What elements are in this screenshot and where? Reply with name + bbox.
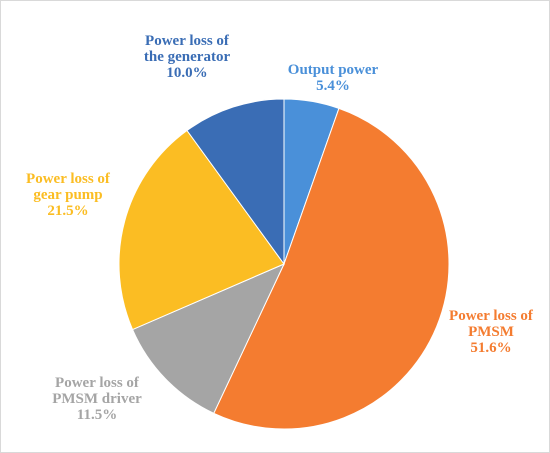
- slice-label-line: 5.4%: [316, 78, 350, 94]
- slice-label-line: Power loss of: [449, 308, 534, 324]
- slices-layer: [118, 98, 450, 430]
- pie-slice-power-loss-of-pmsm-driver: [131, 263, 286, 414]
- pie-slice-power-loss-of-the-generator: [186, 98, 285, 266]
- slice-label-line: PMSM driver: [52, 391, 142, 407]
- slice-label-line: 21.5%: [47, 203, 88, 219]
- pie-slice-power-loss-of-gear-pump: [118, 129, 285, 331]
- slice-label-output-power: Output power 5.4%: [288, 62, 379, 94]
- slice-label-power-loss-of-the-generator: Power loss of the generator 10.0%: [144, 33, 231, 81]
- slice-label-line: Power loss of: [55, 375, 140, 391]
- slice-label-line: 11.5%: [77, 407, 117, 423]
- slice-label-power-loss-of-gear-pump: Power loss of gear pump 21.5%: [26, 171, 111, 219]
- slice-label-power-loss-of-pmsm: Power loss of PMSM 51.6%: [449, 308, 534, 356]
- slice-label-line: Power loss of: [26, 171, 111, 187]
- slice-label-line: gear pump: [33, 187, 102, 203]
- slice-label-line: 51.6%: [470, 340, 511, 356]
- pie-slice-power-loss-of-pmsm: [213, 107, 450, 430]
- slice-label-power-loss-of-pmsm-driver: Power loss of PMSM driver 11.5%: [52, 375, 142, 423]
- slice-label-line: 10.0%: [166, 65, 207, 81]
- labels-layer: Output power 5.4%Power loss of PMSM 51.6%Po…: [26, 33, 534, 423]
- slice-label-line: PMSM: [468, 324, 514, 340]
- slice-label-line: the generator: [144, 49, 231, 65]
- slice-label-line: Power loss of: [145, 33, 230, 49]
- slice-label-line: Output power: [288, 62, 379, 78]
